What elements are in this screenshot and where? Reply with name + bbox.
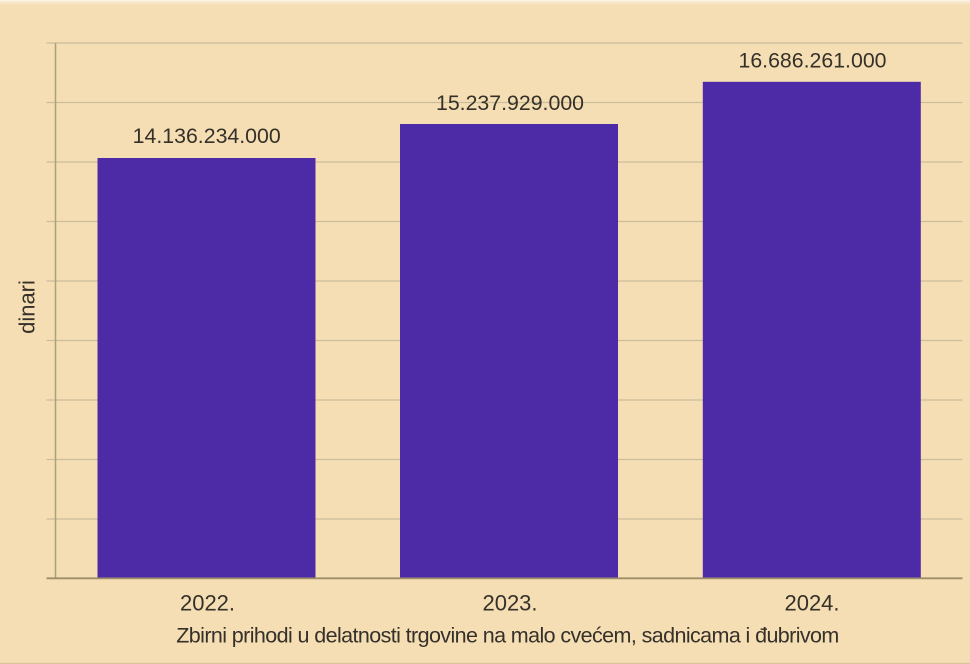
- svg-text:14.136.234.000: 14.136.234.000: [133, 124, 281, 148]
- svg-text:15.237.929.000: 15.237.929.000: [436, 91, 584, 115]
- svg-text:2022.: 2022.: [180, 591, 235, 616]
- svg-text:16.686.261.000: 16.686.261.000: [738, 48, 886, 72]
- svg-text:2023.: 2023.: [482, 591, 537, 616]
- svg-text:2024.: 2024.: [784, 591, 839, 616]
- svg-text:dinari: dinari: [15, 280, 40, 334]
- svg-text:Zbirni prihodi u delatnosti tr: Zbirni prihodi u delatnosti trgovine na …: [176, 624, 838, 648]
